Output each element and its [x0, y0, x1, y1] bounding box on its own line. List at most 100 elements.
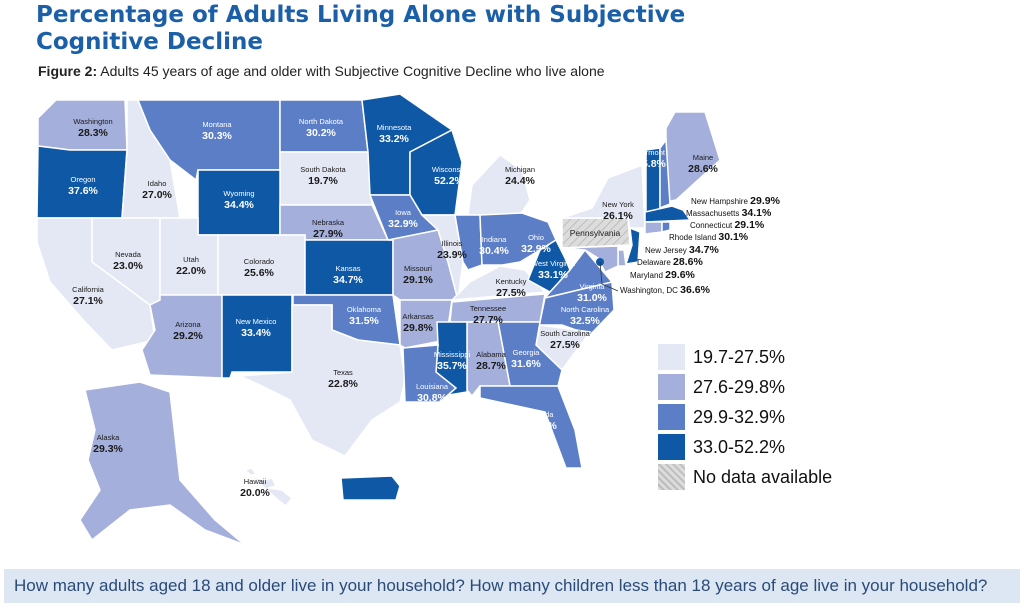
state-value: 29.3% [93, 443, 123, 455]
state-name: Kansas [335, 264, 360, 273]
state-value: 27.7% [473, 314, 503, 326]
state-name: South Carolina [540, 329, 590, 338]
legend: 19.7-27.5% 27.6-29.8% 29.9-32.9% 33.0-52… [658, 342, 832, 492]
state-name: Washington, DC [620, 286, 680, 295]
state-value: 35.7% [437, 360, 467, 372]
state-value: 19.7% [308, 175, 338, 187]
state-value: 30.1% [718, 231, 748, 243]
state-name: Vermont [637, 148, 666, 157]
state-name: Utah [183, 255, 199, 264]
state-value: 28.3% [78, 127, 108, 139]
state-name: Connecticut [690, 221, 734, 230]
state-value: 32.9% [521, 243, 551, 255]
state-name: Minnesota [377, 123, 412, 132]
state-texas [239, 304, 406, 457]
map-title: Percentage of Adults Living Alone with S… [36, 2, 685, 56]
state-louisiana [402, 344, 458, 403]
state-name: California [72, 285, 105, 294]
state-name: Colorado [244, 257, 274, 266]
state-value: 27.1% [73, 295, 103, 307]
state-name: Illinois [442, 239, 463, 248]
state-value: 23.0% [113, 260, 143, 272]
state-name: Montana [202, 120, 232, 129]
state-value: 37.6% [68, 185, 98, 197]
state-value: 34.1% [742, 207, 772, 219]
state-name: Wisconsin [432, 165, 466, 174]
state-name: Arizona [175, 320, 201, 329]
state-value: 27.0% [142, 189, 172, 201]
state-name: Washington [73, 117, 112, 126]
state-name: Oklahoma [347, 305, 382, 314]
state-label: Delaware 28.6% [637, 256, 703, 268]
state-name: North Dakota [299, 117, 344, 126]
legend-label: 33.0-52.2% [693, 436, 786, 457]
state-name: Nevada [115, 250, 142, 259]
state-value: 28.6% [673, 256, 703, 268]
figure-number: Figure 2: [38, 63, 98, 79]
state-value: 29.6% [665, 269, 695, 281]
state-alaska [79, 381, 246, 546]
state-name: Louisiana [416, 382, 449, 391]
leader-line [599, 261, 619, 292]
state-name: South Dakota [300, 165, 346, 174]
state-value: 30.3% [202, 130, 232, 142]
state-label: Washington, DC 36.6% [620, 284, 711, 296]
state-new-mexico [221, 294, 293, 379]
state-name: Texas [333, 368, 353, 377]
state-name: Florida [531, 410, 555, 419]
state-value: 29.1% [734, 219, 764, 231]
state-value: 31.6% [511, 358, 541, 370]
state-value: 26.1% [603, 210, 633, 222]
state-label: New Jersey 34.7% [645, 244, 719, 256]
state-label: Massachusetts 34.1% [686, 207, 772, 219]
state-new-hampshire [659, 137, 671, 210]
state-value: 32.9% [388, 218, 418, 230]
state-label: New Hampshire 29.9% [691, 195, 781, 207]
state-value: 30.2% [306, 127, 336, 139]
state-name: Arkansas [402, 312, 434, 321]
state-name: West Virginia [531, 259, 576, 268]
legend-label: 29.9-32.9% [693, 406, 786, 427]
legend-label: 27.6-29.8% [693, 376, 786, 397]
state-value: 29.9% [750, 195, 780, 207]
legend-item: 33.0-52.2% [658, 432, 832, 462]
state-value: 29.2% [173, 330, 203, 342]
title-line-1: Percentage of Adults Living Alone with S… [36, 2, 686, 28]
state-name: Michigan [505, 165, 535, 174]
legend-swatch [658, 464, 685, 490]
state-value: 31.5% [349, 315, 379, 327]
state-value: 22.0% [176, 265, 206, 277]
state-name: New Hampshire [691, 197, 750, 206]
state-name: Maine [693, 153, 713, 162]
state-name: Hawaii [244, 477, 267, 486]
state-connecticut [644, 221, 663, 235]
legend-item: 27.6-29.8% [658, 372, 832, 402]
title-line-2: Cognitive Decline [36, 29, 263, 55]
state-value: 30.4% [479, 245, 509, 257]
state-value: 23.9% [437, 249, 467, 261]
state-value: 29.8% [403, 322, 433, 334]
state-value: 34.7% [333, 274, 363, 286]
state-value: 33.2% [379, 133, 409, 145]
state-value: 34.7% [689, 244, 719, 256]
state-name: Massachusetts [686, 209, 742, 218]
state-name: Rhode Island [669, 233, 718, 242]
state-value: 22.8% [328, 378, 358, 390]
state-indiana [454, 214, 483, 271]
state-name: Delaware [637, 258, 673, 267]
state-new-york [561, 163, 646, 229]
state-massachusetts [644, 205, 692, 223]
legend-item: 29.9-32.9% [658, 402, 832, 432]
state-value: 28.6% [688, 163, 718, 175]
state-name: Mississippi [434, 350, 471, 359]
state-value: 29.1% [403, 274, 433, 286]
legend-item: 19.7-27.5% [658, 342, 832, 372]
state-new-jersey [624, 226, 641, 265]
state-value: 30.8% [417, 392, 447, 404]
state-name: Pennsylvania [570, 228, 621, 238]
state-name: Tennessee [470, 304, 506, 313]
figure-description: Adults 45 years of age and older with Su… [97, 63, 605, 79]
state-name: Puerto Rico [355, 507, 394, 516]
state-name: North Carolina [561, 305, 610, 314]
state-name: Wyoming [223, 189, 254, 198]
